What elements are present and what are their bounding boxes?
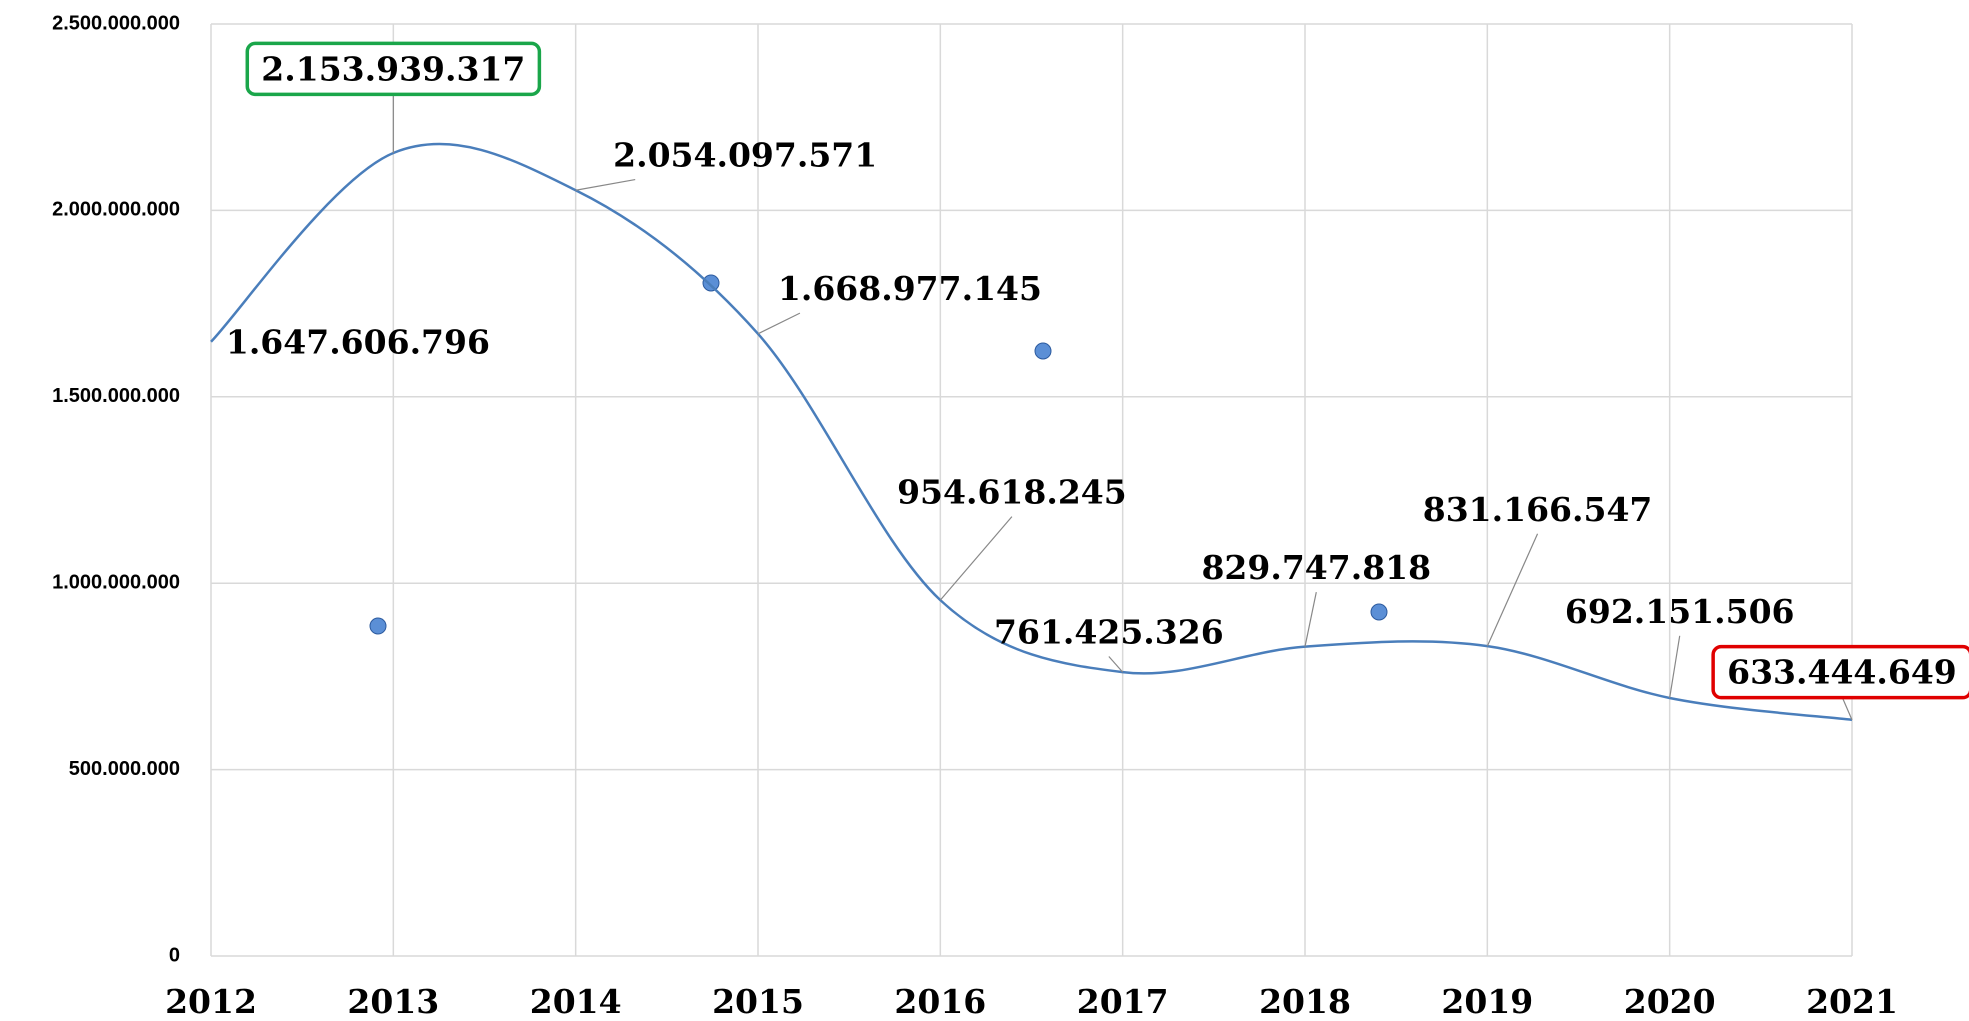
x-tick-label: 2015 xyxy=(712,982,804,1021)
leader-line xyxy=(1841,696,1853,721)
y-tick-label: 1.000.000.000 xyxy=(52,571,180,593)
data-label: 692.151.506 xyxy=(1565,592,1795,631)
data-label: 831.166.547 xyxy=(1423,490,1653,529)
x-tick-label: 2016 xyxy=(894,982,986,1021)
x-tick-label: 2013 xyxy=(347,982,439,1021)
y-tick-label: 500.000.000 xyxy=(69,758,180,780)
decor-dot xyxy=(369,617,387,635)
y-tick-label: 2.000.000.000 xyxy=(52,199,180,221)
decor-dot xyxy=(702,274,720,292)
data-label: 761.425.326 xyxy=(994,612,1224,651)
data-label: 954.618.245 xyxy=(897,473,1127,512)
data-label: 1.668.977.145 xyxy=(778,269,1042,308)
leader-line xyxy=(575,178,636,191)
data-label: 2.153.939.317 xyxy=(261,49,525,88)
leader-line xyxy=(939,516,1013,601)
highlight-box xyxy=(245,41,542,97)
leader-line xyxy=(757,312,801,335)
x-tick-label: 2021 xyxy=(1806,982,1898,1021)
x-tick-label: 2020 xyxy=(1624,982,1716,1021)
x-tick-label: 2017 xyxy=(1077,982,1169,1021)
decor-dot xyxy=(1034,342,1052,360)
line xyxy=(210,142,1853,722)
leader-line xyxy=(1108,656,1124,673)
data-label: 1.647.606.796 xyxy=(226,322,490,361)
data-label: 2.054.097.571 xyxy=(613,136,877,175)
y-tick-label: 2.500.000.000 xyxy=(52,12,180,34)
x-tick-label: 2014 xyxy=(530,982,622,1021)
leader-line xyxy=(1486,533,1539,647)
y-tick-label: 0 xyxy=(169,944,180,966)
y-tick-label: 1.500.000.000 xyxy=(52,385,180,407)
x-tick-label: 2012 xyxy=(165,982,257,1021)
highlight-box xyxy=(1711,644,1969,700)
data-label: 829.747.818 xyxy=(1201,548,1431,587)
leader-line xyxy=(1304,591,1317,647)
data-label: 633.444.649 xyxy=(1727,653,1957,692)
x-tick-label: 2018 xyxy=(1259,982,1351,1021)
decor xyxy=(369,274,1388,635)
leader-line xyxy=(1669,635,1681,699)
decor-dot xyxy=(1370,603,1388,621)
x-tick-label: 2019 xyxy=(1441,982,1533,1021)
